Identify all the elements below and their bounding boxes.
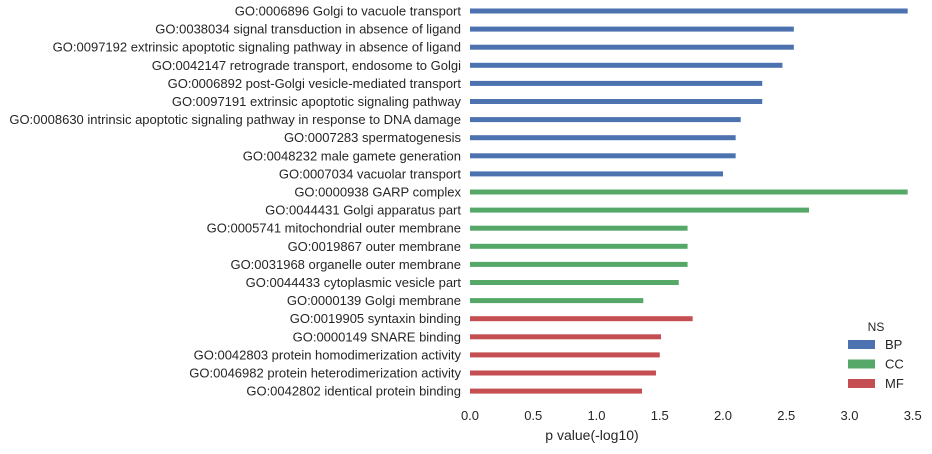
bar-bp (470, 171, 723, 177)
bars-group (470, 8, 908, 394)
legend-swatch-mf (848, 379, 875, 388)
bar-cc (470, 189, 908, 195)
x-tick-label: 2.0 (714, 408, 732, 423)
category-label: GO:0042802 identical protein binding (246, 384, 461, 399)
x-tick-label: 0.5 (524, 408, 542, 423)
category-label: GO:0044433 cytoplasmic vesicle part (246, 275, 462, 290)
bar-mf (470, 352, 660, 358)
bar-bp (470, 62, 783, 68)
bar-bp (470, 135, 736, 141)
category-label: GO:0019867 outer membrane (288, 239, 461, 254)
bar-bp (470, 80, 763, 86)
category-label: GO:0044431 Golgi apparatus part (265, 203, 461, 218)
category-label: GO:0006892 post-Golgi vesicle-mediated t… (168, 76, 462, 91)
bar-cc (470, 280, 679, 285)
legend-swatch-cc (848, 359, 875, 369)
x-tick-label: 1.0 (587, 408, 605, 423)
category-label: GO:0008630 intrinsic apoptotic signaling… (9, 112, 461, 127)
category-label: GO:0042803 protein homodimerization acti… (194, 347, 462, 362)
category-label: GO:0048232 male gamete generation (243, 148, 461, 163)
category-label: GO:0097191 extrinsic apoptotic signaling… (172, 94, 462, 109)
legend-label-mf: MF (885, 376, 904, 391)
legend: NS BP CC MF (848, 320, 904, 391)
category-labels-group: GO:0006896 Golgi to vacuole transport GO:… (9, 4, 461, 399)
bar-bp (470, 99, 763, 104)
category-label: GO:0000938 GARP complex (294, 185, 461, 200)
category-label: GO:0042147 retrograde transport, endosom… (152, 58, 461, 73)
x-tick-label: 3.5 (904, 408, 922, 423)
bar-bp (470, 153, 736, 159)
category-label: GO:0007283 spermatogenesis (284, 130, 462, 145)
category-label: GO:0031968 organelle outer membrane (230, 257, 461, 272)
bar-mf (470, 370, 656, 376)
x-tick-label: 2.5 (777, 408, 795, 423)
legend-label-cc: CC (885, 357, 904, 372)
x-axis-label: p value(-log10) (545, 427, 638, 443)
category-label: GO:0007034 vacuolar transport (279, 166, 461, 181)
bar-bp (470, 117, 741, 123)
category-label: GO:0006896 Golgi to vacuole transport (235, 4, 462, 19)
category-label: GO:0000139 Golgi membrane (287, 293, 461, 308)
bar-mf (470, 334, 662, 340)
bar-cc (470, 207, 810, 213)
bar-cc (470, 261, 688, 267)
category-label: GO:0038034 signal transduction in absenc… (155, 22, 461, 37)
bar-cc (470, 243, 688, 249)
category-label: GO:0097192 extrinsic apoptotic signaling… (53, 40, 461, 55)
category-label: GO:0046982 protein heterodimerization ac… (189, 366, 461, 381)
bar-bp (470, 26, 794, 32)
x-axis-ticks-group: 0.0 0.5 1.0 1.5 2.0 2.5 3.0 3.5 (461, 408, 922, 423)
category-label: GO:0000149 SNARE binding (293, 329, 461, 344)
x-tick-label: 1.5 (651, 408, 669, 423)
bar-bp (470, 8, 908, 14)
category-label: GO:0019905 syntaxin binding (290, 311, 461, 326)
category-label: GO:0005741 mitochondrial outer membrane (207, 221, 461, 236)
x-tick-label: 3.0 (840, 408, 858, 423)
bar-mf (470, 316, 693, 322)
legend-title: NS (868, 320, 885, 334)
x-tick-label: 0.0 (461, 408, 479, 423)
bar-mf (470, 388, 643, 394)
bar-cc (470, 225, 688, 231)
legend-label-bp: BP (885, 337, 902, 352)
legend-swatch-bp (848, 340, 875, 349)
bar-cc (470, 298, 644, 304)
bar-bp (470, 44, 794, 50)
